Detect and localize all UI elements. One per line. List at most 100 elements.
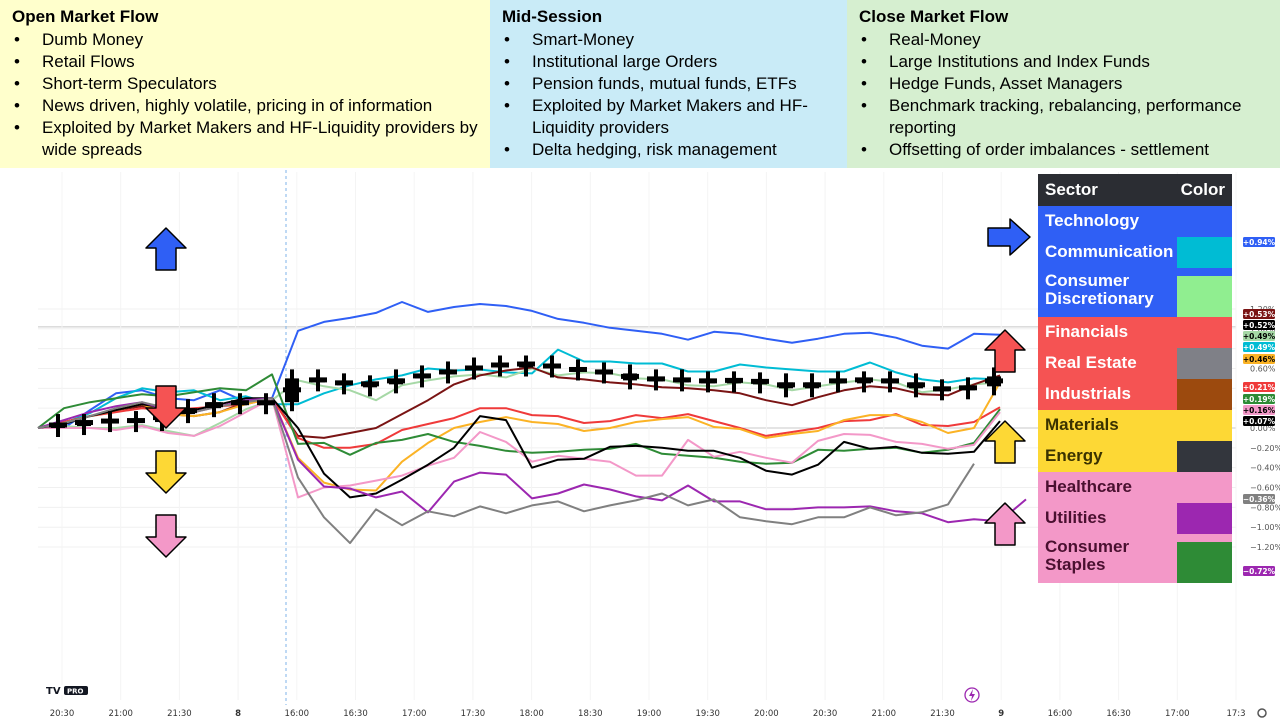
candle-cross [959,385,977,391]
mid-session-panel: Mid-Session Smart-Money Institutional la… [490,0,847,168]
legend-header: Sector Color [1038,174,1232,206]
list-item: Dumb Money [12,29,478,51]
price-label-text: −0.72% [1243,567,1276,576]
candle-cross [75,420,93,426]
sector-series-line [38,397,1001,499]
lightning-icon[interactable] [964,687,980,703]
price-label-badge [1243,382,1275,392]
x-tick-label: 16:00 [285,709,310,719]
candle-cross [699,378,717,384]
candle-cross [335,380,353,386]
close-market-flow-panel: Close Market Flow Real-Money Large Insti… [847,0,1280,168]
price-label-text: +0.07% [1243,417,1276,426]
arrow-down-icon [145,514,187,558]
candle-cross [595,369,613,375]
legend-sector-label: Consumer Staples [1045,537,1130,574]
legend-row: Consumer Discretionary [1038,268,1232,317]
x-tick-label: 21:00 [108,709,133,719]
legend-row: Real Estate [1038,348,1232,379]
time-axis[interactable]: 20:30 21:00 21:30 8 16:00 16:30 17:00 17:30 18:0… [50,709,1246,719]
list-item: Pension funds, mutual funds, ETFs [502,73,835,95]
price-label-badge [1243,309,1275,319]
legend-color-swatch [1177,472,1232,503]
x-tick-label: 21:00 [872,709,897,719]
y-tick-label: −0.40% [1250,464,1280,473]
candle-cross [647,376,665,382]
candle-cross [777,382,795,388]
candle-cross [465,365,483,371]
list-item: Delta hedging, risk management [502,139,835,161]
list-item: Exploited by Market Makers and HF-Liquid… [502,95,835,139]
price-label-text: −0.36% [1243,495,1276,504]
x-tick-label: 17:00 [1165,709,1190,719]
sector-performance-chart[interactable]: 1.20%1.00%0.80%0.60%0.40%0.20%0.00%−0.20… [0,168,1280,720]
sector-color-legend: Sector Color Technology Communication Cons… [1038,174,1232,584]
arrow-right-icon [987,218,1031,256]
legend-color-swatch [1177,317,1232,348]
settings-gear-icon[interactable] [1257,708,1267,718]
x-tick-label: 19:30 [695,709,720,719]
y-tick-label: 0.60% [1250,364,1276,373]
open-market-flow-list: Dumb Money Retail Flows Short-term Specu… [12,29,478,161]
price-label-badge [1243,566,1275,576]
candle-cross [361,381,379,387]
candle-cross [855,377,873,383]
candle-cross [985,378,1003,384]
candle-cross [725,377,743,383]
price-axis[interactable]: 1.20%1.00%0.80%0.60%0.40%0.20%0.00%−0.20… [1243,237,1280,576]
y-tick-label: −0.80% [1250,503,1280,512]
legend-row: Energy [1038,441,1232,472]
legend-sector-label: Healthcare [1045,477,1132,496]
price-label-text: +0.49% [1243,343,1276,352]
legend-row: Utilities [1038,503,1232,534]
candle-cross [933,386,951,392]
candle-cross [387,378,405,384]
y-tick-label: −1.20% [1250,543,1280,552]
legend-sector-label: Real Estate [1045,353,1137,372]
y-tick-label: −0.60% [1250,484,1280,493]
x-tick-label: 21:30 [167,709,192,719]
price-label-text: +0.53% [1243,310,1276,319]
legend-row: Consumer Staples [1038,534,1232,583]
candle-cross [517,361,535,367]
candle-cross [621,373,639,379]
list-item: Retail Flows [12,51,478,73]
list-item: Institutional large Orders [502,51,835,73]
price-label-text: +0.21% [1243,383,1276,392]
candle-cross [881,378,899,384]
list-item: Benchmark tracking, rebalancing, perform… [859,95,1268,139]
candle-cross [907,382,925,388]
candle-cross [205,402,223,408]
sector-series-line [37,397,1001,449]
candle-cross [101,418,119,424]
open-market-flow-title: Open Market Flow [12,7,159,26]
list-item: Short-term Speculators [12,73,478,95]
y-tick-label: 0.00% [1250,424,1276,433]
legend-color-swatch [1177,379,1232,410]
arrow-down-icon [145,385,187,429]
arrow-up-icon [984,502,1026,546]
arrow-down-icon [145,450,187,494]
x-tick-label: 18:30 [578,709,603,719]
x-tick-label: 17:3 [1226,709,1245,719]
candle-cross [309,377,327,383]
index-candles [49,355,1003,437]
x-tick-label: 8 [235,709,241,719]
price-label-badge [1243,405,1275,415]
price-label-text: +0.19% [1243,395,1276,404]
legend-header-color: Color [1180,180,1225,199]
legend-sector-label: Financials [1045,322,1129,341]
flow-arrows [145,218,1031,558]
list-item: Exploited by Market Makers and HF-Liquid… [12,117,478,161]
legend-color-swatch [1177,503,1232,534]
legend-color-swatch [1177,237,1232,268]
list-item: News driven, highly volatile, pricing in… [12,95,478,117]
mid-session-title: Mid-Session [502,7,603,26]
legend-color-swatch [1177,542,1232,583]
svg-text:TV: TV [46,686,61,697]
list-item: Hedge Funds, Asset Managers [859,73,1268,95]
price-label-badge [1243,342,1275,352]
x-tick-label: 20:30 [50,709,75,719]
candle-cross [751,378,769,384]
x-tick-label: 20:30 [813,709,838,719]
